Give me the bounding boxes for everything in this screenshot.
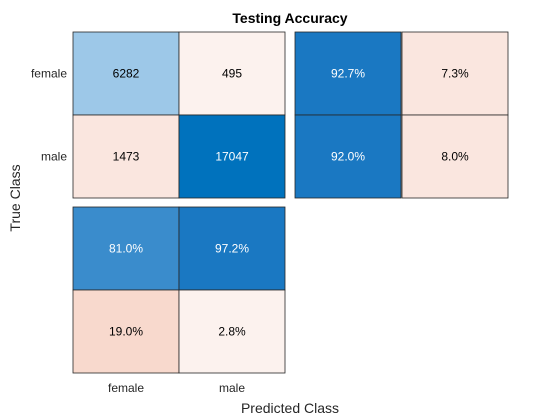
column-summary-cell-0-0-label: 81.0% (109, 242, 143, 256)
matrix-cell-0-1-label: 495 (222, 67, 242, 81)
column-summary-cell-1-1-label: 2.8% (218, 325, 246, 339)
column-summary-cell-1-0 (72, 289, 180, 374)
matrix-cell-0-0-label: 6282 (113, 67, 140, 81)
x-axis-label: Predicted Class (241, 400, 339, 416)
row-summary-cell-0-0 (294, 31, 402, 116)
row-summary-cell-0-1 (401, 31, 509, 116)
chart-title: Testing Accuracy (232, 10, 347, 26)
y-tick-female: female (31, 67, 67, 81)
row-summary-cell-1-1 (401, 114, 509, 199)
row-summary-cell-0-1-label: 7.3% (441, 67, 469, 81)
matrix-cell-1-0 (72, 114, 180, 199)
x-tick-male: male (219, 381, 245, 395)
column-summary-cell-1-1 (178, 289, 286, 374)
row-summary-cell-1-1-label: 8.0% (441, 150, 469, 164)
column-summary-cell-0-1 (178, 206, 286, 291)
row-summary-cell-1-0-label: 92.0% (331, 150, 365, 164)
matrix-cell-0-1 (178, 31, 286, 116)
row-summary-cell-0-0-label: 92.7% (331, 67, 365, 81)
row-summary-cell-1-0 (294, 114, 402, 199)
matrix-cell-1-0-label: 1473 (113, 150, 140, 164)
x-tick-female: female (108, 381, 144, 395)
y-tick-male: male (41, 150, 67, 164)
matrix-cell-1-1-label: 17047 (215, 150, 249, 164)
column-summary-cell-0-0 (72, 206, 180, 291)
y-axis-label: True Class (7, 164, 23, 231)
matrix-cell-0-0 (72, 31, 180, 116)
column-summary-cell-1-0-label: 19.0% (109, 325, 143, 339)
matrix-cell-1-1 (178, 114, 286, 199)
column-summary-cell-0-1-label: 97.2% (215, 242, 249, 256)
